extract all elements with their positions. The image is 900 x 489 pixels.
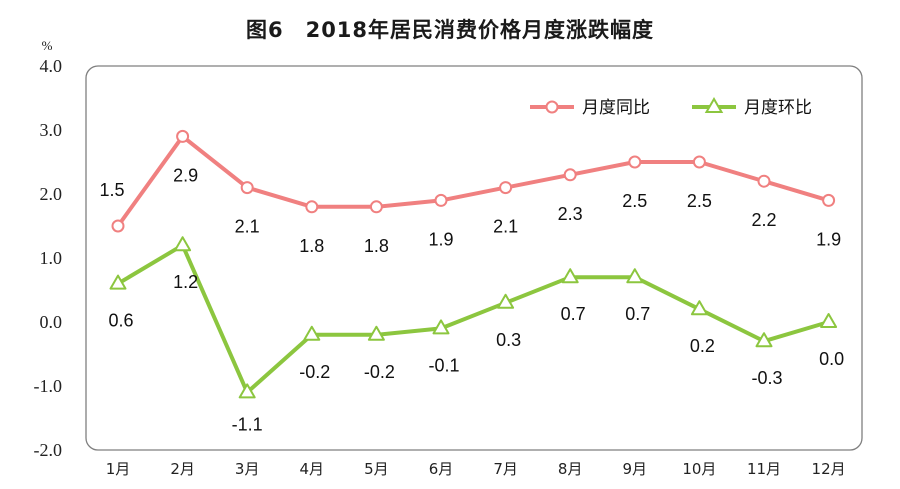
y-tick-label: 3.0 (40, 120, 63, 140)
data-label: 1.8 (364, 236, 389, 256)
data-point-marker (565, 169, 576, 180)
x-tick-label: 5月 (364, 460, 389, 478)
data-point-marker (242, 182, 253, 193)
y-axis-ticks: 4.0 3.0 2.0 1.0 0.0 -1.0 -2.0 (34, 56, 63, 460)
y-tick-label: -2.0 (34, 440, 63, 460)
x-tick-label: 2月 (170, 460, 195, 478)
x-tick-label: 6月 (429, 460, 454, 478)
data-label: 1.5 (99, 180, 124, 200)
data-point-marker (436, 195, 447, 206)
data-label: -1.1 (232, 414, 263, 434)
data-label: 2.1 (235, 217, 260, 237)
data-label: 2.2 (751, 210, 776, 230)
data-label: 1.9 (428, 229, 453, 249)
data-point-marker (694, 157, 705, 168)
data-point-marker (306, 201, 317, 212)
data-label: 2.5 (687, 191, 712, 211)
plot-area-frame (86, 66, 862, 450)
legend-label: 月度环比 (744, 98, 812, 118)
y-axis-unit: % (42, 38, 53, 53)
data-label: 2.3 (558, 204, 583, 224)
x-tick-label: 7月 (493, 460, 518, 478)
legend-marker (547, 102, 558, 113)
x-tick-label: 12月 (812, 460, 846, 478)
y-tick-label: 4.0 (40, 56, 63, 76)
data-label: -0.2 (299, 362, 330, 382)
data-label: 0.3 (496, 330, 521, 350)
data-label: 2.5 (622, 191, 647, 211)
x-tick-label: 10月 (682, 460, 716, 478)
x-tick-label: 1月 (106, 460, 131, 478)
x-tick-label: 9月 (623, 460, 648, 478)
data-label: -0.2 (364, 362, 395, 382)
data-label: 0.0 (819, 349, 844, 369)
data-point-marker (371, 201, 382, 212)
data-label: 1.9 (816, 229, 841, 249)
line-chart: % 4.0 3.0 2.0 1.0 0.0 -1.0 -2.0 1月 2月 3月 4月 5月 6月 7月… (0, 0, 900, 489)
data-point-marker (177, 131, 188, 142)
data-label: 0.7 (561, 304, 586, 324)
data-label: 2.1 (493, 217, 518, 237)
data-label: -0.1 (428, 355, 459, 375)
data-label: -0.3 (751, 368, 782, 388)
x-tick-label: 8月 (558, 460, 583, 478)
data-point-marker (500, 182, 511, 193)
x-tick-label: 11月 (747, 460, 781, 478)
y-tick-label: -1.0 (34, 376, 63, 396)
data-label: 1.8 (299, 236, 324, 256)
x-tick-label: 4月 (300, 460, 325, 478)
data-point-marker (629, 157, 640, 168)
data-label: 0.2 (690, 336, 715, 356)
y-tick-label: 2.0 (40, 184, 63, 204)
data-label: 2.9 (173, 165, 198, 185)
x-axis-ticks: 1月 2月 3月 4月 5月 6月 7月 8月 9月 10月 11月 12月 (106, 460, 846, 478)
data-label: 0.7 (625, 304, 650, 324)
y-tick-label: 1.0 (40, 248, 63, 268)
data-label: 0.6 (108, 311, 133, 331)
legend-label: 月度同比 (582, 98, 650, 118)
data-point-marker (759, 176, 770, 187)
data-point-marker (823, 195, 834, 206)
y-tick-label: 0.0 (40, 312, 63, 332)
data-point-marker (113, 221, 124, 232)
data-label: 1.2 (173, 272, 198, 292)
x-tick-label: 3月 (235, 460, 260, 478)
